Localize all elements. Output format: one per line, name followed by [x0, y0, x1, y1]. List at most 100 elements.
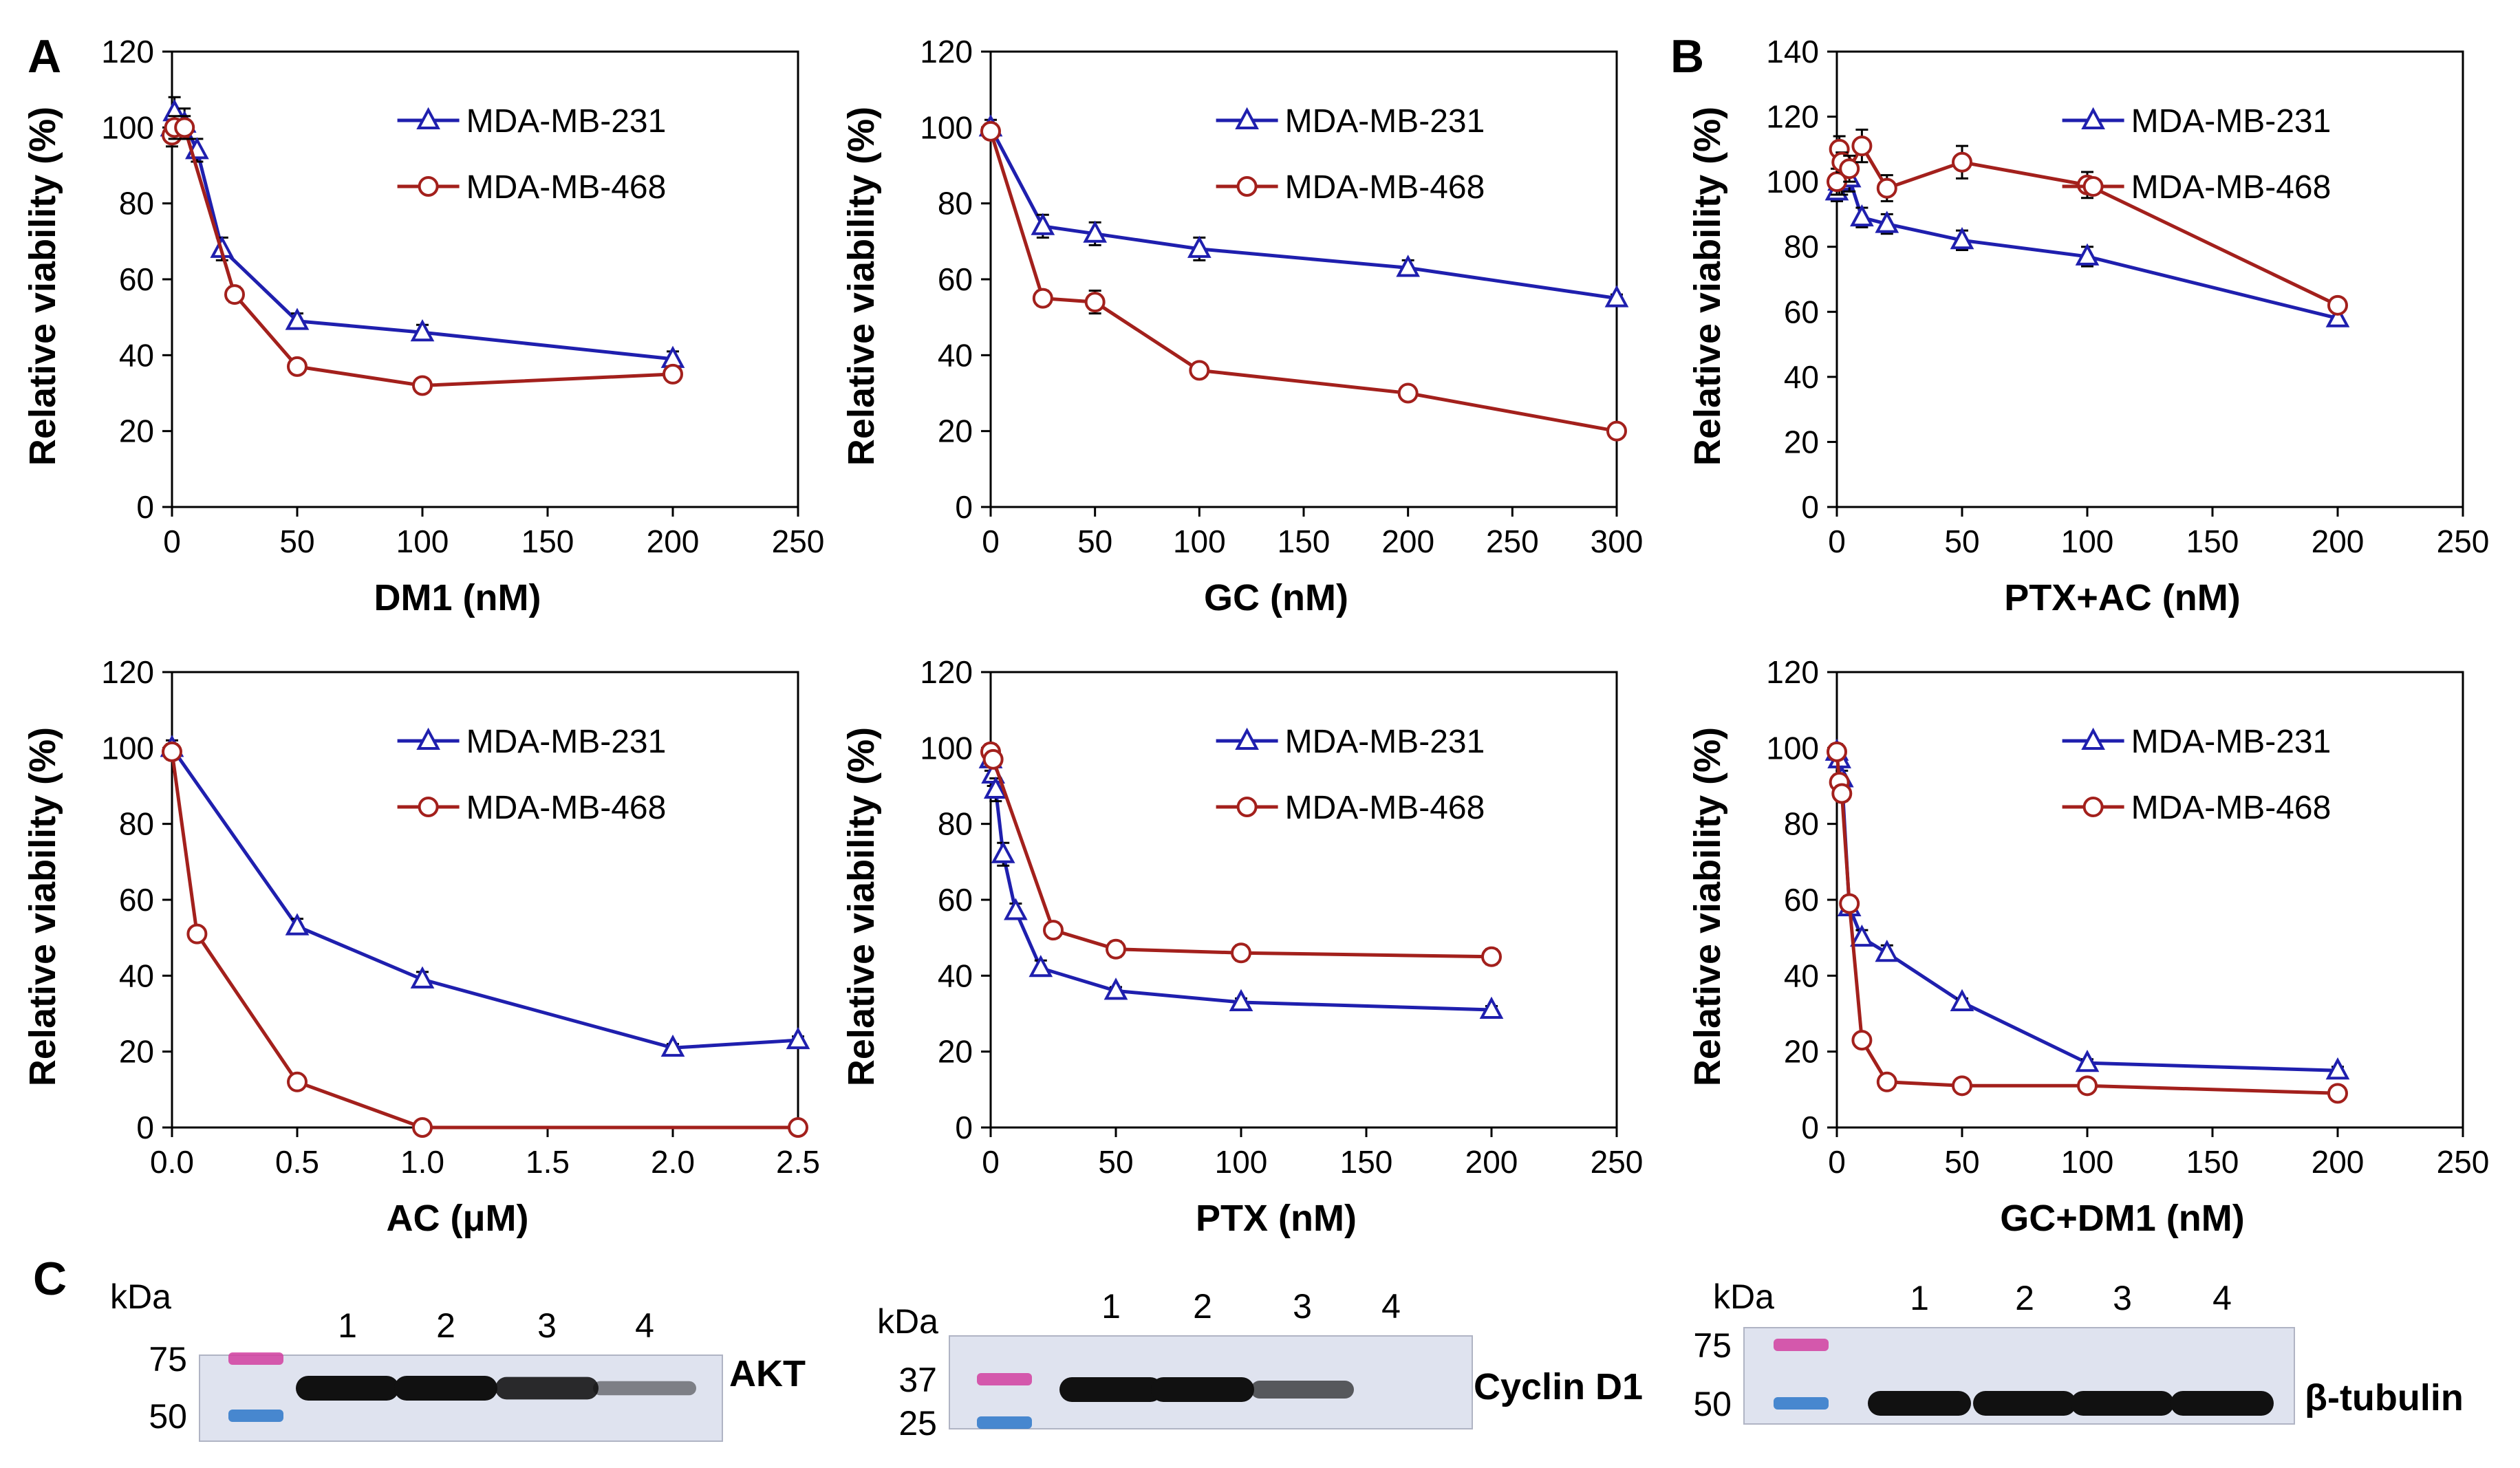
data-point-circle	[1189, 360, 1210, 381]
legend-marker-triangle	[2081, 107, 2105, 129]
x-tick-label: 150	[1340, 1144, 1393, 1180]
protein-band	[593, 1381, 696, 1396]
legend-entry: MDA-MB-231	[1216, 103, 1485, 140]
data-point-triangle	[1029, 955, 1053, 978]
legend-label: MDA-MB-231	[466, 724, 667, 760]
western-blot-akt: kDa 75 50 1 2 3 4 AKT	[110, 1277, 806, 1442]
data-point-circle	[1851, 1030, 1873, 1051]
data-point-circle	[174, 117, 195, 138]
western-blots-group: kDa 75 50 1 2 3 4 AKT kDa 37 25 1 2 3 4 Cyclin D1 kDa 75 5…	[110, 1277, 2464, 1443]
kda-label: kDa	[877, 1302, 938, 1341]
data-point-triangle	[991, 841, 1015, 863]
lane-number: 2	[436, 1306, 455, 1345]
data-point-triangle	[1875, 211, 1899, 233]
legend-marker-circle	[2082, 797, 2104, 817]
y-tick-label: 40	[119, 958, 154, 993]
kda-label: kDa	[110, 1277, 171, 1316]
series-mda-mb-468	[1827, 128, 2348, 316]
series-mda-mb-468	[1827, 741, 2348, 1104]
y-tick-label: 80	[119, 186, 154, 222]
legend-marker-circle	[418, 797, 439, 817]
y-tick-label: 120	[920, 34, 973, 69]
protein-label: AKT	[729, 1353, 806, 1394]
data-point-circle	[1481, 946, 1502, 967]
x-tick-label: 250	[2437, 523, 2490, 559]
legend-entry: MDA-MB-231	[2062, 724, 2331, 760]
y-tick-label: 120	[101, 654, 154, 690]
lane-number: 3	[1293, 1287, 1312, 1326]
x-tick-label: 1.5	[526, 1144, 570, 1180]
data-point-circle	[1831, 783, 1853, 804]
series-mda-mb-468	[980, 741, 1502, 967]
x-tick-label: 200	[1465, 1144, 1518, 1180]
legend-label: MDA-MB-231	[466, 103, 667, 140]
x-tick-label: 50	[1077, 523, 1112, 559]
lane-number: 1	[1910, 1279, 1929, 1317]
legend-label: MDA-MB-468	[466, 790, 667, 826]
data-point-circle	[982, 748, 1004, 770]
y-tick-label: 20	[119, 413, 154, 449]
lane-number: 2	[1193, 1287, 1212, 1326]
legend-marker-triangle	[2081, 727, 2105, 750]
data-point-circle	[1032, 288, 1053, 309]
data-point-triangle	[410, 966, 435, 989]
y-tick-label: 80	[938, 806, 973, 842]
chart-ac: 0 20 40 60 80 100 120 0.0 0.5 1.0 1.5 2.0 2.5 AC (μM)…	[22, 654, 820, 1239]
y-tick-label: 120	[1766, 654, 1819, 690]
data-point-triangle	[410, 319, 435, 342]
x-tick-label: 50	[1944, 1144, 1979, 1180]
legend-marker-circle	[1236, 176, 1258, 197]
y-tick-label: 40	[1784, 359, 1819, 395]
protein-band	[1151, 1377, 1254, 1402]
y-tick-label: 0	[136, 489, 154, 525]
panel-letter-c: C	[33, 1253, 67, 1305]
data-point-circle	[1106, 938, 1126, 960]
series-mda-mb-468	[162, 115, 683, 396]
x-axis-title: GC+DM1 (nM)	[2000, 1198, 2244, 1239]
y-tick-label: 0	[1801, 489, 1819, 525]
y-tick-label: 40	[938, 958, 973, 993]
legend-label: MDA-MB-468	[1285, 790, 1485, 826]
panel-letter-b: B	[1670, 30, 1704, 83]
kda-label: kDa	[1713, 1277, 1774, 1316]
western-blot-tubulin: kDa 75 50 1 2 3 4 β-tubulin	[1693, 1277, 2464, 1425]
data-point-circle	[1043, 920, 1064, 941]
data-point-circle	[2077, 1075, 2098, 1097]
legend-label: MDA-MB-468	[466, 169, 667, 206]
lane-number: 4	[1381, 1287, 1401, 1326]
legend-label: MDA-MB-231	[1285, 103, 1485, 140]
plot-frame	[1835, 50, 2464, 508]
data-point-triangle	[1479, 996, 1504, 1019]
y-tick-label: 40	[938, 337, 973, 373]
series-mda-mb-468	[162, 741, 808, 1138]
data-point-triangle	[1031, 213, 1055, 235]
size-marker-label: 50	[1693, 1385, 1732, 1423]
western-blot-cyclin: kDa 37 25 1 2 3 4 Cyclin D1	[877, 1287, 1643, 1443]
legend-marker-circle	[418, 176, 439, 197]
legend-marker-triangle	[1235, 727, 1259, 750]
protein-band	[1868, 1391, 1971, 1416]
x-axis-title: DM1 (nM)	[374, 577, 541, 618]
ladder-band	[228, 1352, 283, 1365]
chart-ptxac: 0 20 40 60 80 100 120 140 0 50 100 150 200 250 PTX+AC …	[1687, 34, 2489, 618]
y-tick-label: 60	[119, 882, 154, 918]
protein-band	[1973, 1391, 2076, 1416]
legend-entry: MDA-MB-231	[397, 724, 667, 760]
y-tick-label: 120	[1766, 99, 1819, 135]
data-point-circle	[412, 375, 433, 396]
lane-number: 1	[1101, 1287, 1121, 1326]
x-tick-label: 150	[2186, 523, 2239, 559]
data-point-circle	[1952, 151, 1972, 173]
data-point-circle	[1839, 158, 1860, 180]
y-axis-title: Relative viability (%)	[1687, 107, 1728, 466]
x-tick-label: 50	[1944, 523, 1979, 559]
y-tick-label: 100	[101, 109, 154, 145]
data-point-triangle	[983, 776, 1008, 799]
data-point-triangle	[2325, 305, 2350, 327]
data-point-circle	[1839, 893, 1860, 914]
y-tick-label: 0	[1801, 1110, 1819, 1145]
data-point-triangle	[1103, 978, 1128, 1000]
x-axis-title: PTX (nM)	[1196, 1198, 1357, 1239]
legend-entry: MDA-MB-468	[397, 169, 667, 206]
